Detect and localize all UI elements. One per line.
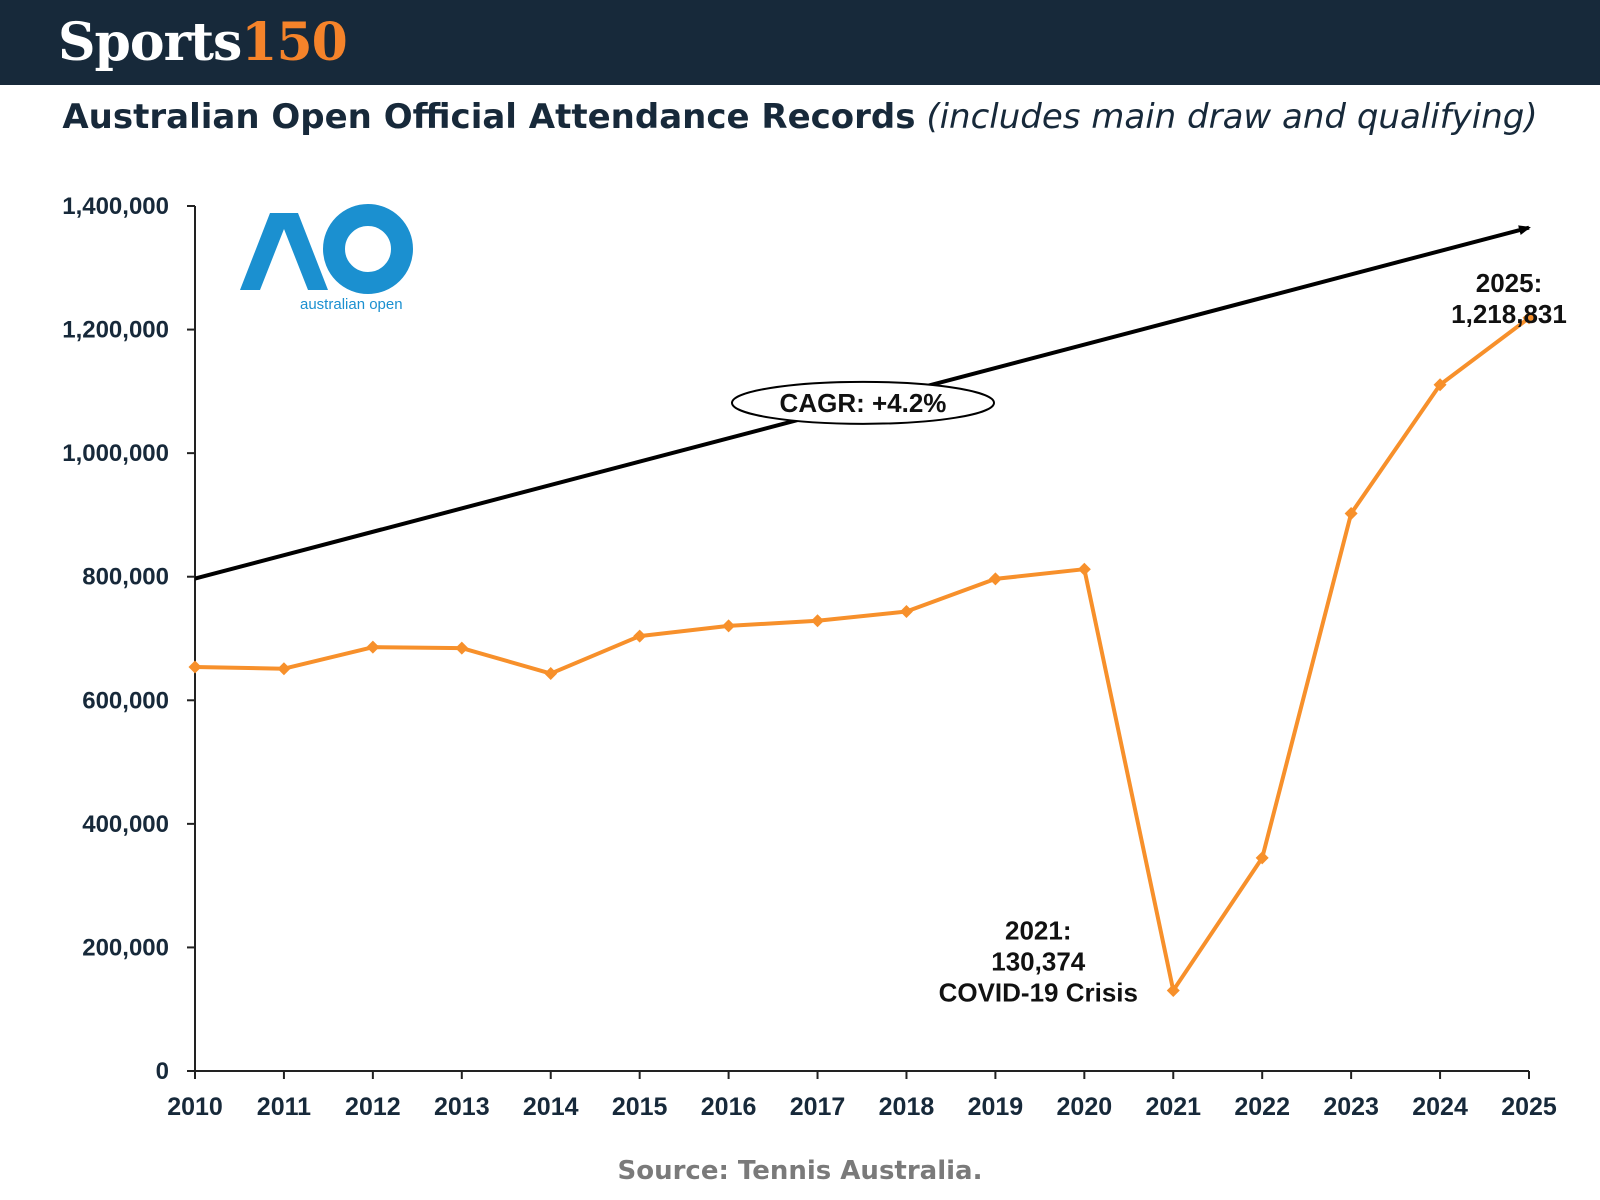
data-point-marker [1522,311,1536,325]
cagr-label: CAGR: +4.2% [780,388,947,418]
source-note: Source: Tennis Australia. [617,1156,983,1186]
x-tick-label: 2011 [257,1093,311,1121]
y-tick-label: 200,000 [82,934,169,961]
cagr-label-oval [731,380,995,425]
brand-logo: Sports150 [58,8,348,78]
ao-logo-a-shape [240,213,328,290]
ao-logo-o-shape [323,204,413,294]
chart-title-sub: (includes main draw and qualifying) [926,97,1538,137]
x-tick-label: 2020 [1057,1093,1113,1121]
x-tick-label: 2025 [1501,1093,1557,1121]
x-tick-label: 2012 [345,1093,401,1121]
data-point-marker [1166,983,1180,997]
data-point-marker [188,660,202,674]
trend-group: CAGR: +4.2% [194,225,1531,581]
x-tick-label: 2023 [1323,1093,1379,1121]
x-tick-label: 2021 [1145,1093,1201,1121]
data-point-marker [1433,378,1447,392]
y-tick-label: 400,000 [82,811,169,838]
series-group [188,311,1536,997]
ao-logo-caption: australian open [300,296,403,313]
data-point-marker [988,572,1002,586]
data-point-marker [1344,507,1358,521]
ao-logo: australian open [240,204,413,313]
y-tick-label: 1,200,000 [62,317,169,344]
data-point-marker [899,605,913,619]
y-tick-label: 0 [156,1058,169,1085]
annotation-2025-line: 1,218,831 [1451,299,1567,329]
annotation-2025-line: 2025: [1476,268,1543,298]
data-point-marker [722,619,736,633]
data-point-marker [811,614,825,628]
x-tick-label: 2016 [701,1093,757,1121]
y-tick-label: 600,000 [82,687,169,714]
annotation-2021-line: 2021: [1005,915,1072,945]
x-tick-label: 2010 [167,1093,223,1121]
annotation-2021-line: 130,374 [991,946,1086,976]
axes: 0 200,000 400,000 600,000 800,000 1,000,000 1,… [62,193,1557,1121]
x-tick-label: 2024 [1412,1093,1468,1121]
y-tick-label: 1,000,000 [62,440,169,467]
data-point-marker [366,640,380,654]
chart-title: Australian Open Official Attendance Reco… [0,94,1600,140]
brand-number: 150 [241,12,348,73]
x-tick-label: 2014 [523,1093,579,1121]
data-point-marker [633,629,647,643]
y-tick-label: 1,400,000 [62,193,169,220]
data-point-marker [455,641,469,655]
annotation-2021-line: COVID-19 Crisis [939,977,1138,1007]
x-tick-label: 2013 [434,1093,490,1121]
x-tick-label: 2015 [612,1093,668,1121]
data-point-marker [1255,851,1269,865]
data-point-marker [277,662,291,676]
brand-name: Sports [58,12,242,73]
chart-title-main: Australian Open Official Attendance Reco… [62,97,916,137]
x-tick-label: 2022 [1234,1093,1290,1121]
y-tick-label: 800,000 [82,564,169,591]
x-tick-label: 2017 [790,1093,846,1121]
series-line [194,316,1531,993]
data-point-marker [1077,562,1091,576]
x-tick-label: 2019 [968,1093,1024,1121]
data-point-marker [544,667,558,681]
x-tick-label: 2018 [879,1093,935,1121]
header-bar: Sports150 [0,0,1600,85]
